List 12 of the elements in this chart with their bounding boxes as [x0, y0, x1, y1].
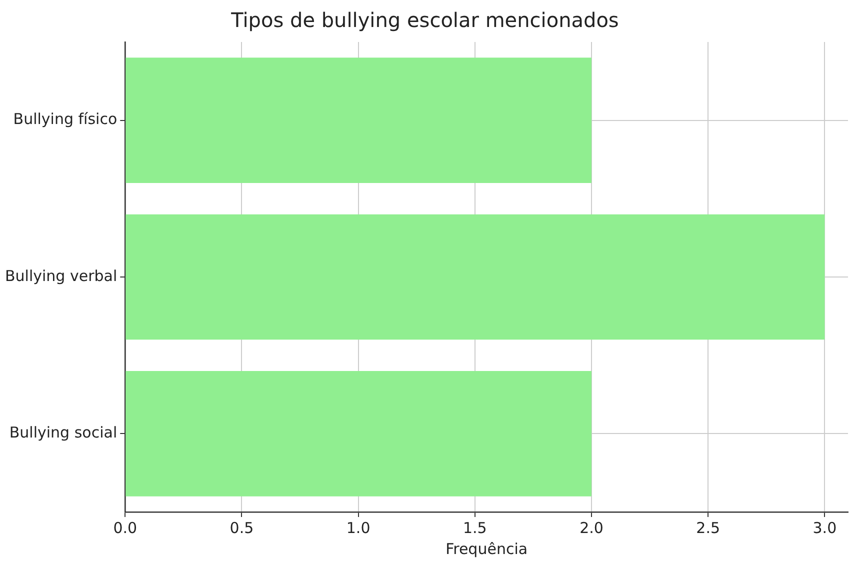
x-axis-title: Frequência	[446, 540, 528, 558]
x-tick-label: 0.5	[230, 518, 254, 537]
x-tick-label: 3.0	[812, 518, 837, 537]
x-tick-label: 2.0	[580, 518, 604, 537]
x-tick-label: 1.0	[346, 518, 370, 537]
x-tick-label: 2.5	[696, 518, 720, 537]
x-tick-label: 1.5	[462, 518, 487, 537]
x-tick-label: 0.0	[113, 518, 138, 537]
chart-title: Tipos de bullying escolar mencionados	[230, 8, 619, 32]
y-tick-label: Bullying verbal	[4, 266, 118, 285]
y-tick-label: Bullying social	[9, 424, 118, 442]
y-tick-label: Bullying físico	[13, 110, 118, 128]
